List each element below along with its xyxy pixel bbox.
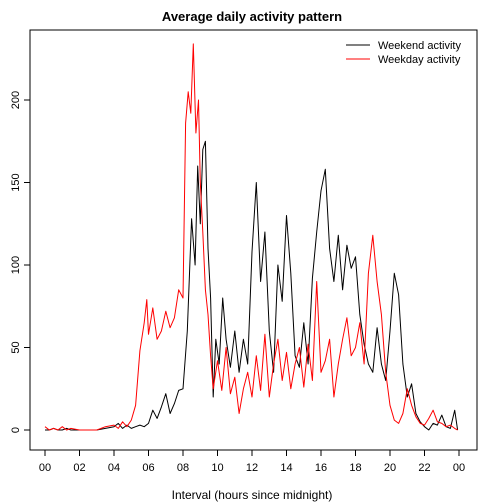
x-tick-label: 20: [384, 462, 396, 474]
legend: Weekend activity Weekday activity: [346, 40, 461, 66]
x-tick-label: 22: [418, 462, 430, 474]
y-tick-label: 200: [10, 91, 22, 109]
x-tick-label: 14: [280, 462, 292, 474]
legend-label: Weekend activity: [378, 40, 461, 52]
x-tick-label: 02: [73, 462, 85, 474]
series-line-weekend: [45, 140, 459, 431]
series-lines: [44, 43, 459, 431]
x-tick-label: 04: [108, 462, 120, 474]
y-tick-label: 150: [10, 173, 22, 191]
x-tick-label: 06: [142, 462, 154, 474]
y-tick-label: 0: [10, 427, 22, 433]
x-tick-label: 08: [177, 462, 189, 474]
chart-title: Average daily activity pattern: [162, 9, 342, 24]
legend-label: Weekday activity: [378, 54, 461, 66]
x-tick-label: 00: [453, 462, 465, 474]
x-tick-label: 18: [349, 462, 361, 474]
y-tick-label: 50: [10, 341, 22, 353]
x-tick-label: 16: [315, 462, 327, 474]
x-tick-label: 12: [246, 462, 258, 474]
y-axis: 0 50 100 150 200: [10, 91, 31, 433]
x-tick-label: 00: [39, 462, 51, 474]
x-tick-label: 10: [211, 462, 223, 474]
y-tick-label: 100: [10, 256, 22, 274]
x-axis-label: Interval (hours since midnight): [172, 488, 333, 502]
series-line-weekday: [44, 43, 458, 431]
x-axis: 00 02 04 06 08 10 12 14 16 18 20 22 00: [39, 449, 465, 474]
